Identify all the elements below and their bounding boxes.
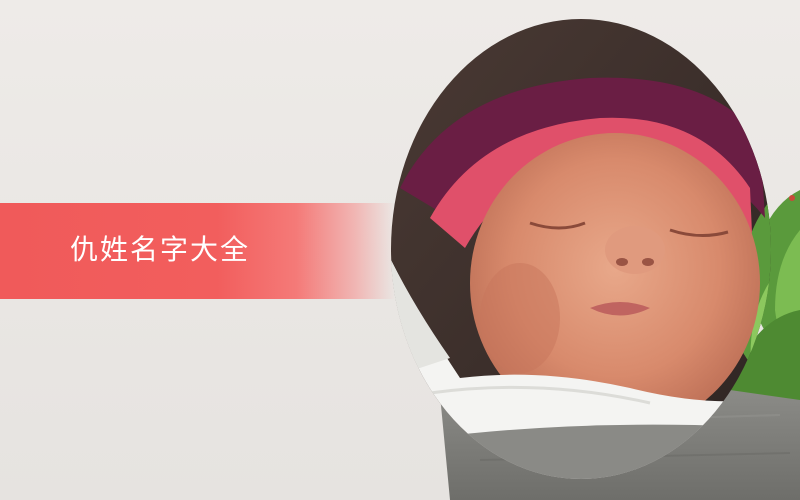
succulent-plant (730, 190, 800, 400)
banner-title: 仇姓名字大全 (70, 233, 251, 266)
baby-photo (390, 18, 772, 480)
title-banner (0, 203, 395, 299)
sleeping-baby-photo (391, 19, 771, 479)
